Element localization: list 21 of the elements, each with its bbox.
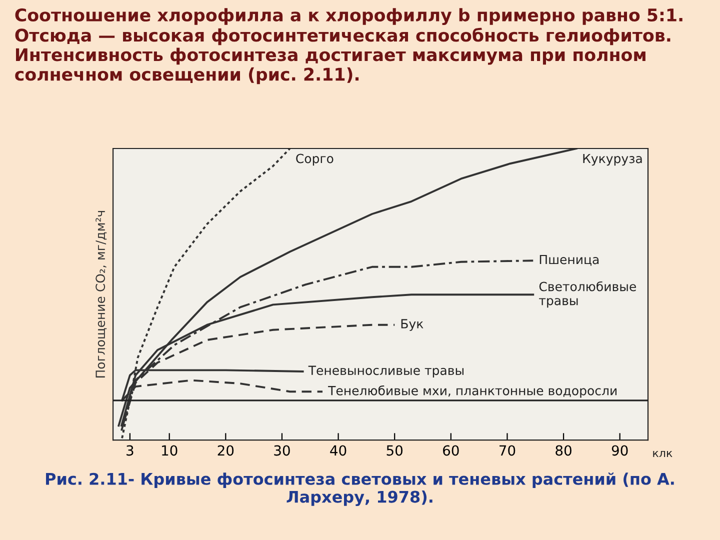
x-tick-label: 70: [500, 445, 516, 456]
x-tick-label: 10: [162, 445, 178, 456]
series-label: Тенелюбивые мхи, планктонные водоросли: [328, 385, 616, 398]
x-tick-label: 3: [126, 445, 134, 456]
series-label: Сорго: [296, 154, 334, 166]
x-tick-label: 60: [443, 445, 459, 456]
series-label: Светолюбивые травы: [539, 281, 636, 308]
chart-title: Соотношение хлорофилла a к хлорофиллу b примерно равно 5:1. Отсюда — высокая фотосинтетическая способность гелиофитов. Интенсивность фотосинтеза достигает максимума при полном солнечном освещении (рис. 2.11).: [15, 8, 682, 84]
series-label: Теневыносливые травы: [308, 366, 464, 378]
series-label: Пшеница: [540, 254, 599, 266]
x-tick-label: 80: [556, 445, 572, 456]
x-tick-label: 20: [218, 445, 234, 456]
series-label: Бук: [401, 319, 424, 331]
text: Рис. 2.11- Кривые фотосинтеза световых и теневых растений (по А. Лархеру, 1978).: [46, 472, 674, 506]
x-tick-label: 90: [612, 445, 628, 456]
y-axis-title: Поглощение CO₂, мг/дм²ч: [96, 211, 107, 378]
series-label: Кукуруза: [583, 154, 642, 166]
x-tick-label: 30: [274, 445, 290, 456]
x-axis-title: клк: [653, 450, 672, 458]
x-tick-label: 50: [386, 445, 403, 456]
x-tick-label: 40: [330, 445, 346, 456]
